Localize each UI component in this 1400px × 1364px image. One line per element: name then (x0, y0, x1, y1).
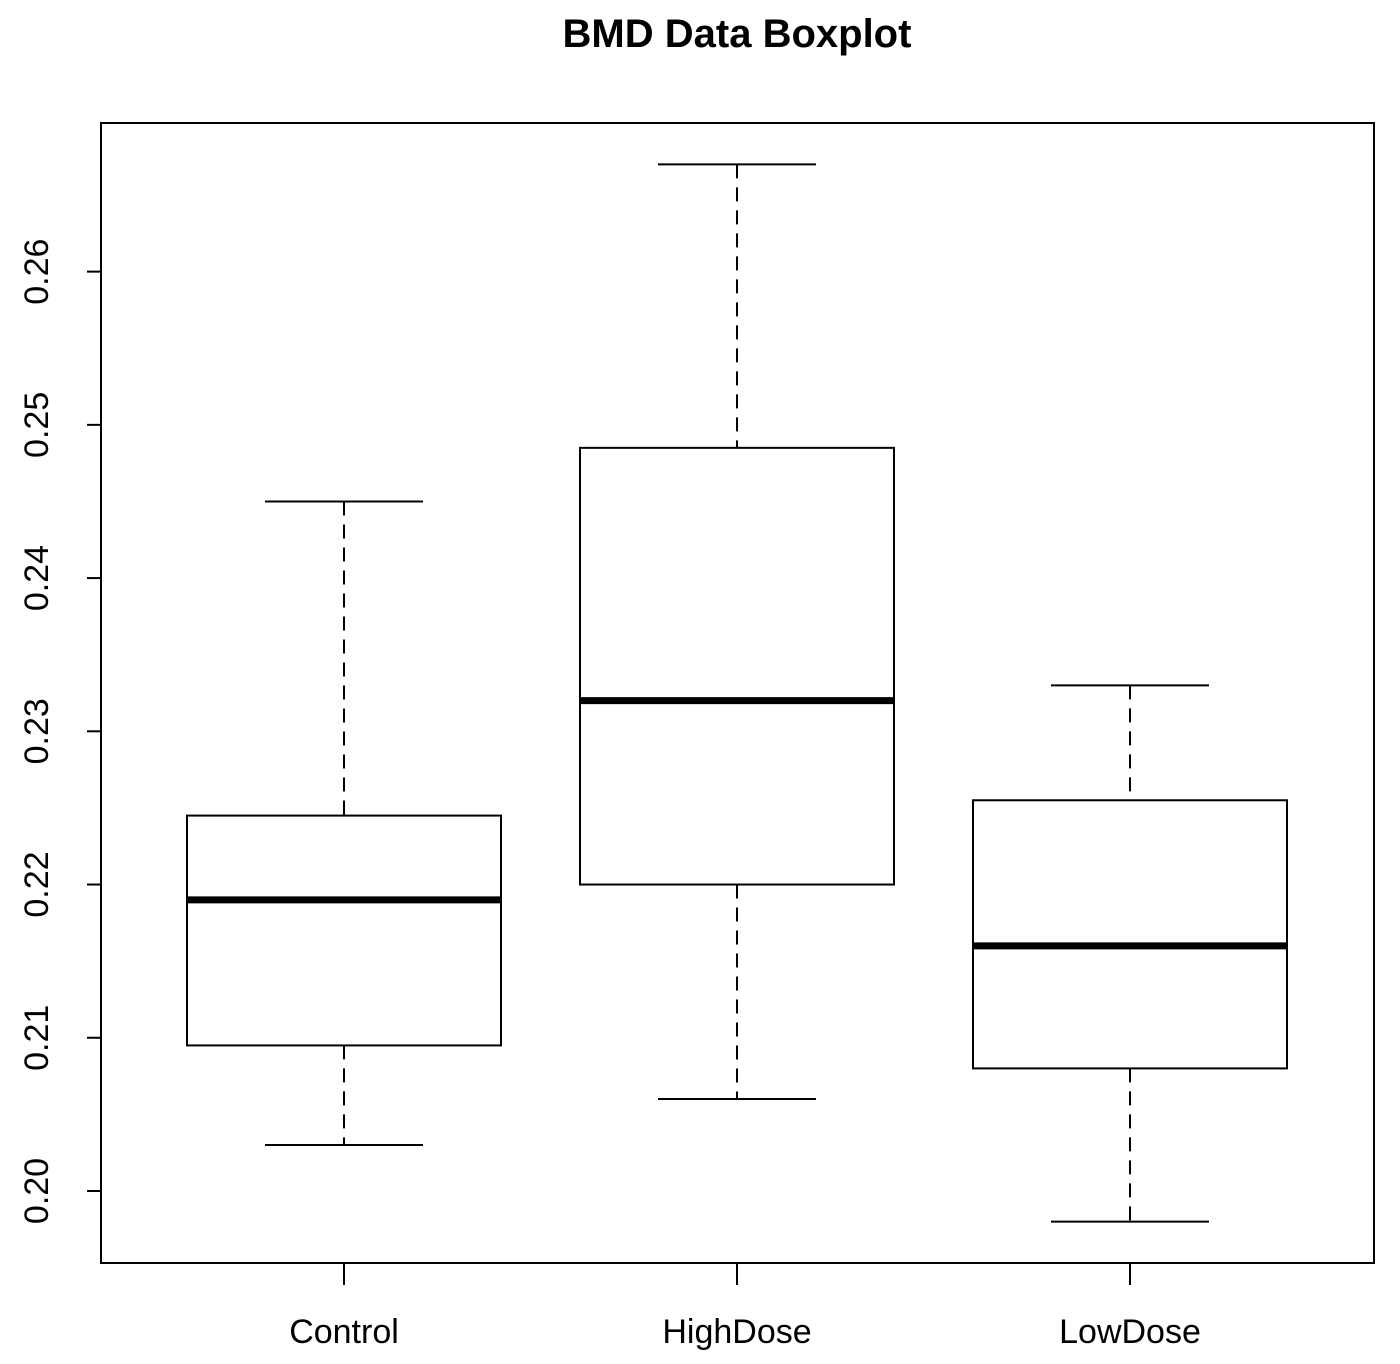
y-tick-label-0: 0.20 (18, 1158, 56, 1224)
y-tick-label-6: 0.26 (18, 239, 56, 305)
y-tick-label-3: 0.23 (18, 698, 56, 764)
box-control (186, 500, 502, 1147)
y-tick-label-2: 0.22 (18, 851, 56, 917)
y-tick-label-4: 0.24 (18, 545, 56, 611)
chart-title: BMD Data Boxplot (563, 12, 912, 56)
x-tick-label-0: Control (289, 1313, 399, 1351)
iqr-box (972, 799, 1288, 1070)
y-axis: 0.20 0.21 0.22 0.23 0.24 0.25 0.26 (18, 239, 101, 1224)
iqr-box (579, 446, 895, 886)
y-tick-label-1: 0.21 (18, 1005, 56, 1071)
box-lowdose (972, 684, 1288, 1223)
iqr-box (186, 814, 502, 1047)
y-tick-label-5: 0.25 (18, 392, 56, 458)
x-tick-label-1: HighDose (662, 1313, 811, 1351)
box-highdose (579, 163, 895, 1101)
boxes (186, 163, 1288, 1223)
x-axis: Control HighDose LowDose (289, 1263, 1201, 1351)
x-tick-label-2: LowDose (1059, 1313, 1201, 1351)
